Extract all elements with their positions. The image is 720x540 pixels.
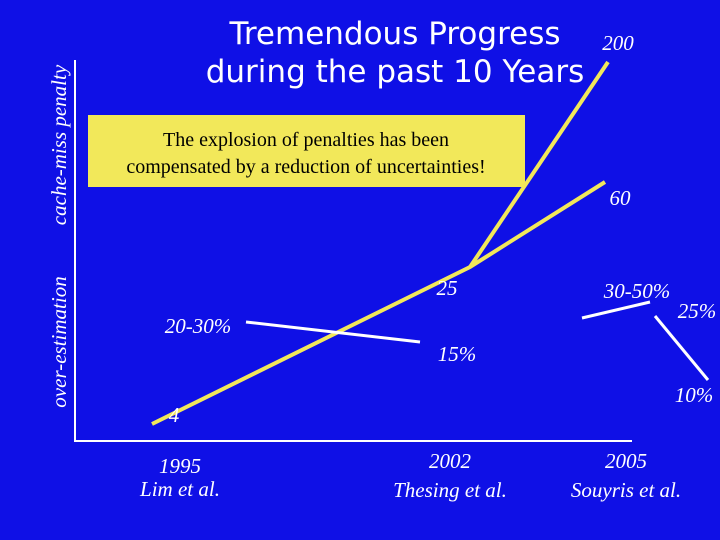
estimation-label: 30-50% [603, 279, 671, 303]
penalty-label: 200 [602, 31, 634, 55]
penalty-label: 60 [610, 186, 632, 210]
x-label-source: Lim et al. [139, 477, 220, 501]
estimation-label: 10% [675, 383, 714, 407]
estimation-label: 15% [438, 342, 477, 366]
x-label-year: 1995 [159, 454, 201, 478]
estimation-label: 20-30% [165, 314, 232, 338]
callout-box [88, 115, 525, 187]
penalty-line [151, 180, 607, 426]
axis-label: over-estimation [47, 276, 71, 407]
callout-text: The explosion of penalties has been [163, 129, 449, 151]
x-label-source: Souyris et al. [571, 478, 681, 502]
penalty-line [468, 60, 610, 269]
penalty-label: 25 [437, 276, 458, 300]
penalty-label: 4 [169, 403, 180, 427]
callout-text: compensated by a reduction of uncertaint… [126, 156, 485, 178]
x-label-source: Thesing et al. [393, 478, 507, 502]
x-label-year: 2002 [429, 449, 472, 473]
title-line: during the past 10 Years [206, 54, 585, 90]
x-label-year: 2005 [605, 449, 647, 473]
title-line: Tremendous Progress [228, 16, 560, 52]
axis-label: cache-miss penalty [47, 64, 71, 225]
estimation-line [581, 300, 651, 320]
estimation-line [245, 320, 421, 344]
estimation-label: 25% [678, 299, 717, 323]
estimation-line [653, 315, 710, 381]
